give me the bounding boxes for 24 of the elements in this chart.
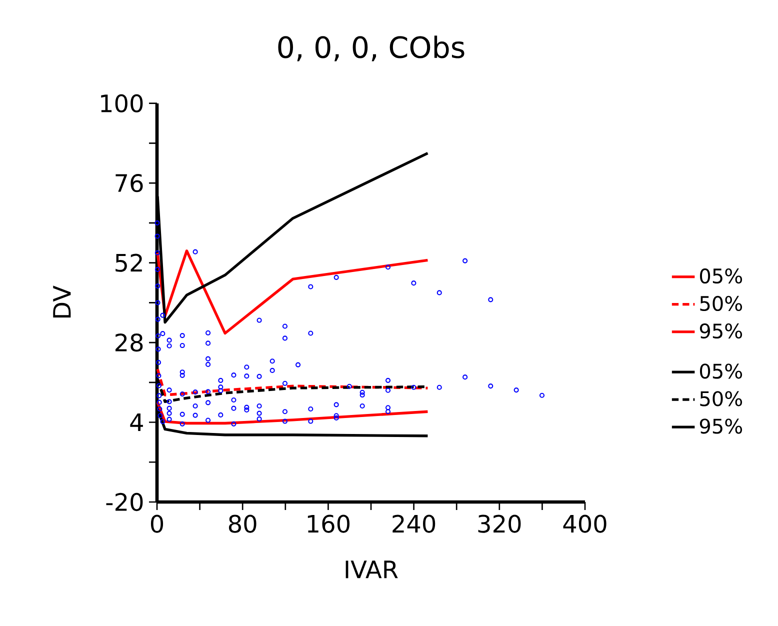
legend-label: 05% [700,364,742,379]
x-tick-label: 400 [563,514,606,533]
line-series [156,401,430,425]
y-tick-label: 100 [101,94,143,112]
legend-label: 95% [700,418,742,434]
x-tick-label: 0 [150,514,164,533]
x-tick-label: 320 [478,514,521,533]
x-tick-label: 80 [228,514,256,533]
legend-label: 50% [700,391,742,406]
y-tick-label: 28 [116,333,143,352]
y-tick-label: 76 [116,174,143,192]
line-series [156,250,430,335]
y-tick-label: 4 [130,414,143,432]
y-tick-label: -20 [106,492,143,512]
line-series [156,368,430,396]
chart-title: 0, 0, 0, CObs [278,36,464,62]
legend-label: 95% [700,323,742,339]
x-axis-title: IVAR [346,560,398,578]
y-tick-label: 52 [116,254,142,272]
legend-label: 05% [700,268,742,284]
x-tick-label: 160 [308,514,350,533]
y-axis-title: DV [53,286,71,318]
legend-label: 50% [700,296,742,312]
x-tick-label: 240 [392,514,436,533]
